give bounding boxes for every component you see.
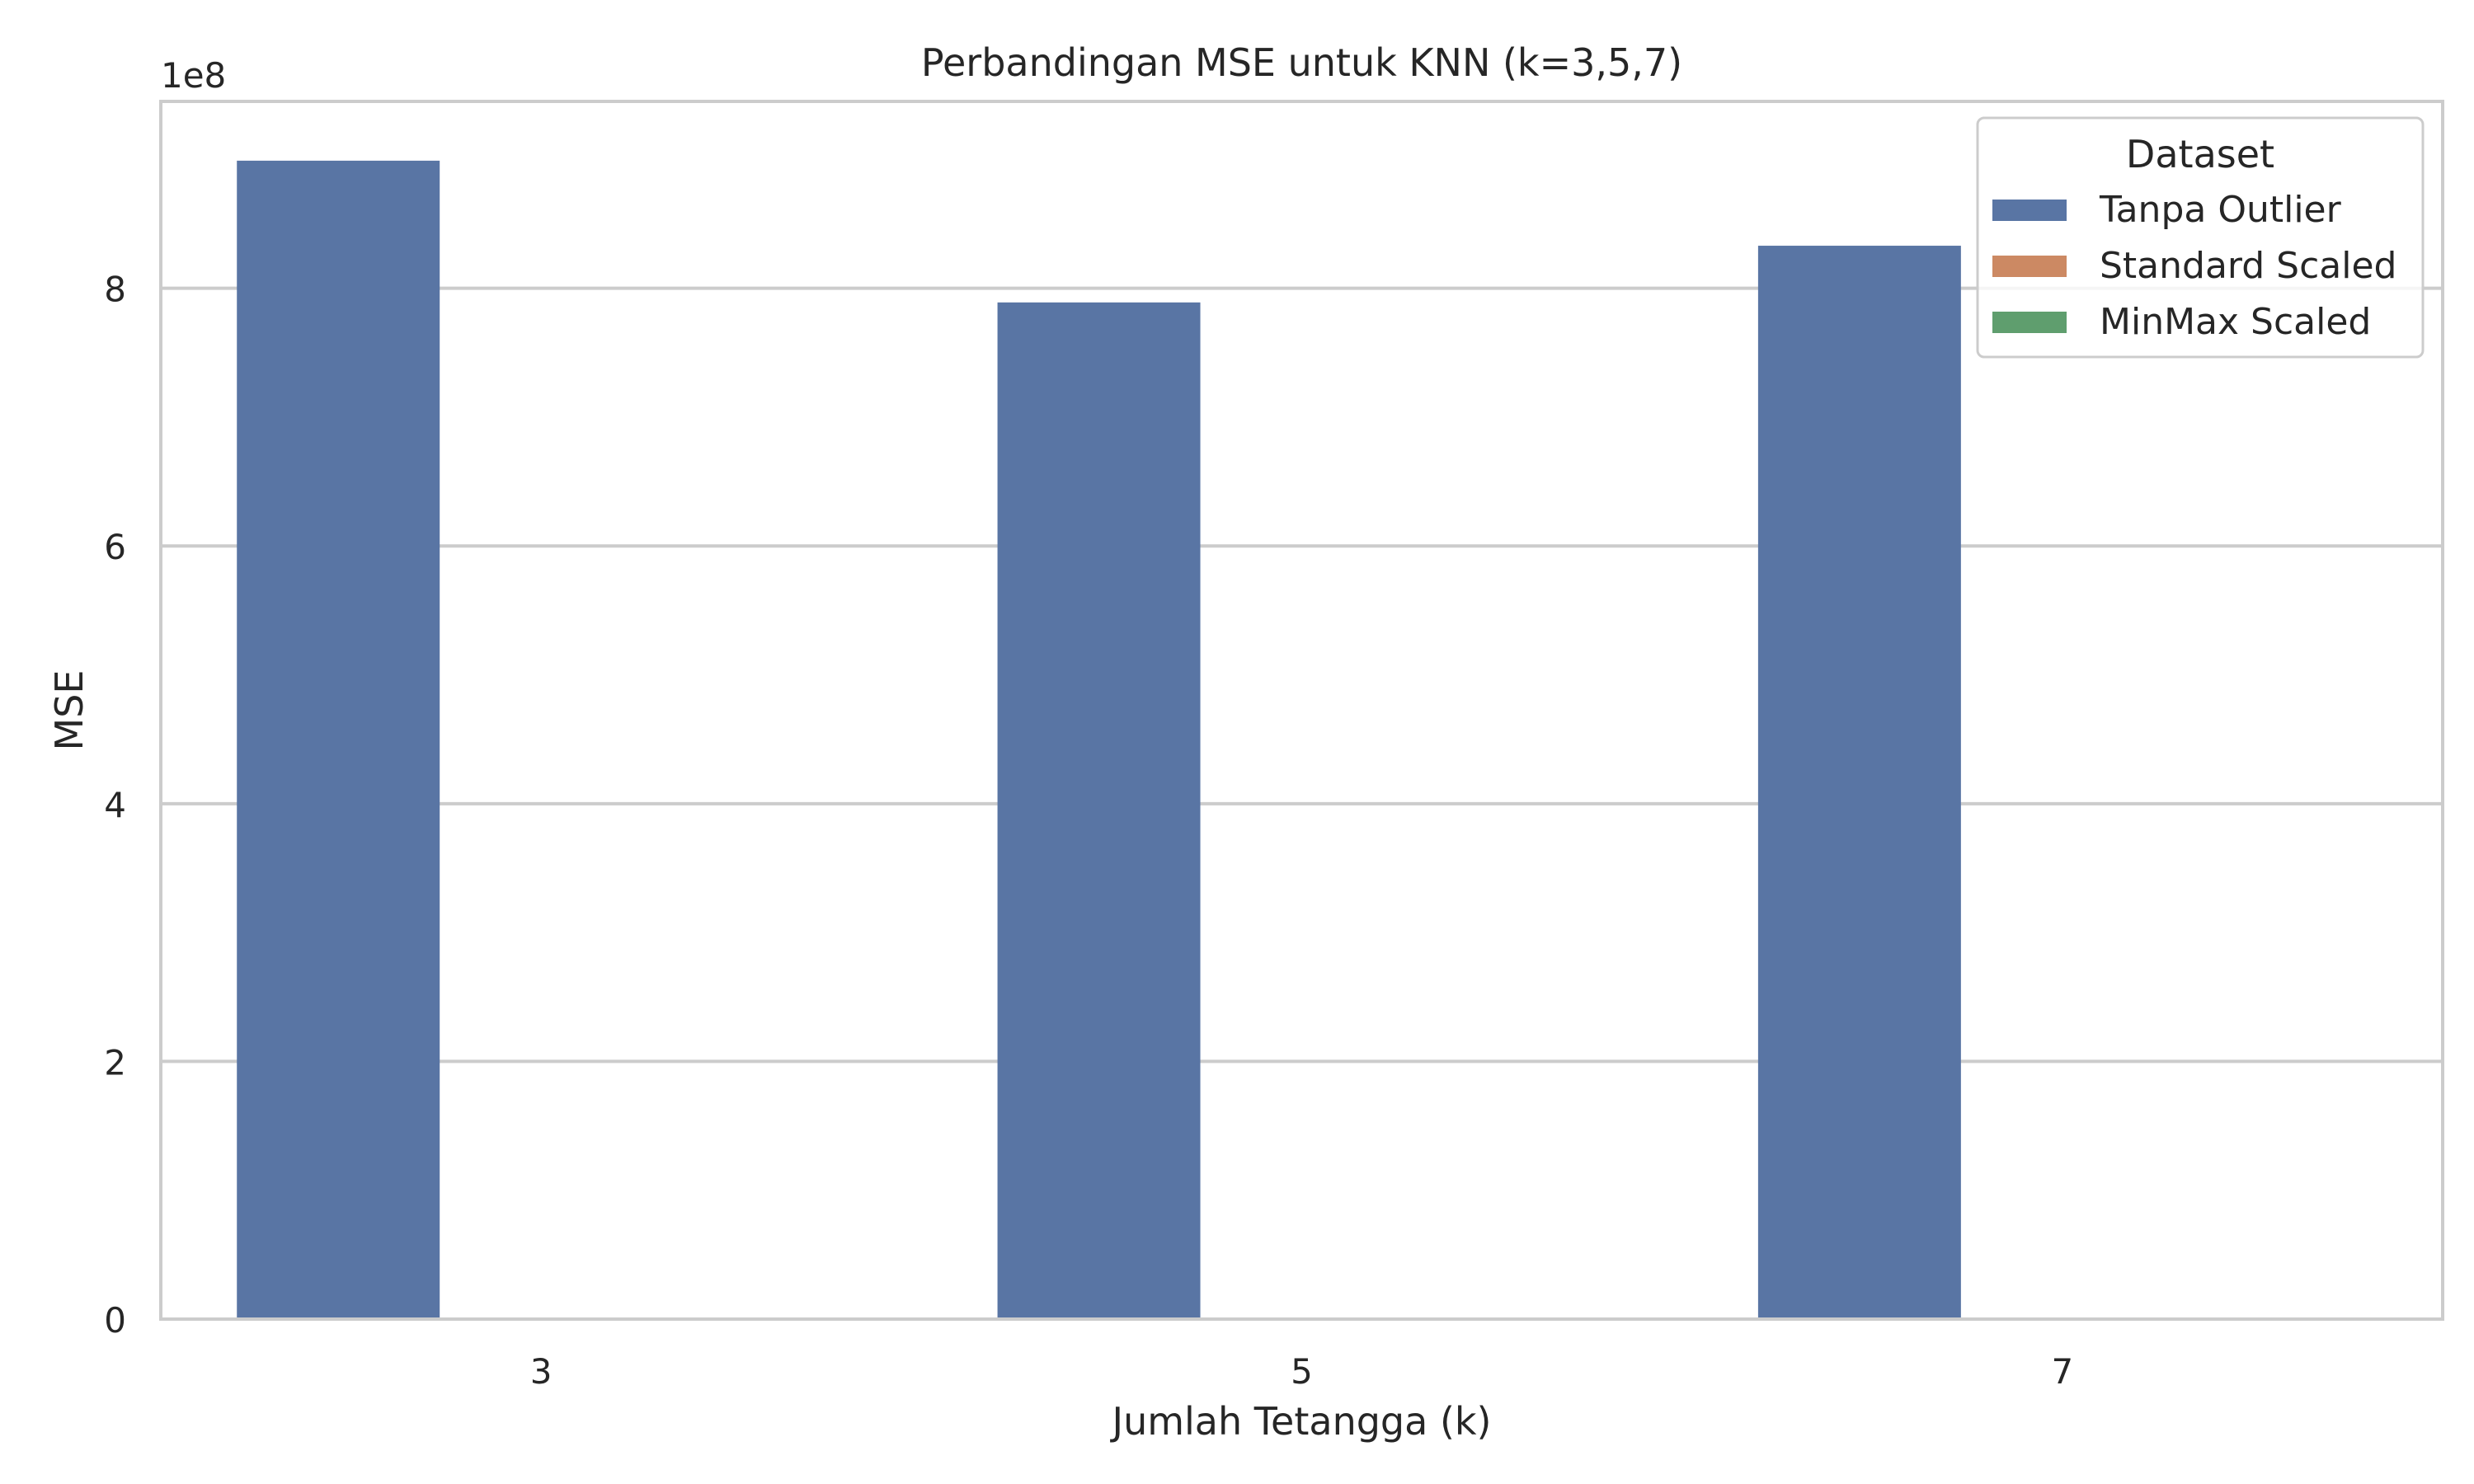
x-tick-label: 3 [530, 1351, 553, 1392]
chart-title: Perbandingan MSE untuk KNN (k=3,5,7) [921, 40, 1682, 85]
x-tick-label: 5 [1291, 1351, 1313, 1392]
y-tick-label: 6 [104, 527, 126, 567]
grid-lines [161, 286, 2443, 1064]
bar-tanpa-outlier-k7 [1757, 246, 1961, 1319]
legend-label: Tanpa Outlier [2099, 189, 2342, 231]
bar-tanpa-outlier-k3 [237, 160, 440, 1320]
legend-box [1976, 116, 2425, 359]
legend-swatch [1992, 200, 2067, 221]
y-axis-scale-label: 1e8 [161, 55, 226, 96]
y-tick-label: 8 [104, 270, 126, 310]
y-tick-label: 0 [104, 1300, 126, 1341]
legend-label: Standard Scaled [2100, 245, 2396, 287]
plot-frame [159, 100, 2444, 1321]
y-tick-label: 4 [104, 785, 126, 825]
bar-tanpa-outlier-k5 [997, 302, 1201, 1319]
tick-labels: 0 2 4 6 8 3 5 7 [104, 270, 2073, 1392]
x-tick-label: 7 [2051, 1351, 2073, 1392]
legend-title: Dataset [2126, 132, 2274, 176]
x-axis-label: Jumlah Tetangga (k) [1110, 1399, 1492, 1444]
legend-swatch [1992, 312, 2067, 333]
y-tick-label: 2 [104, 1042, 126, 1082]
bars [237, 160, 1961, 1320]
legend-items: Tanpa Outlier Standard Scaled MinMax Scale… [1992, 189, 2396, 343]
legend-swatch [1992, 256, 2067, 277]
legend-label: MinMax Scaled [2100, 301, 2371, 343]
legend: Dataset Tanpa Outlier Standard Scaled MinM… [1976, 116, 2425, 359]
y-axis-label: MSE [47, 670, 92, 751]
